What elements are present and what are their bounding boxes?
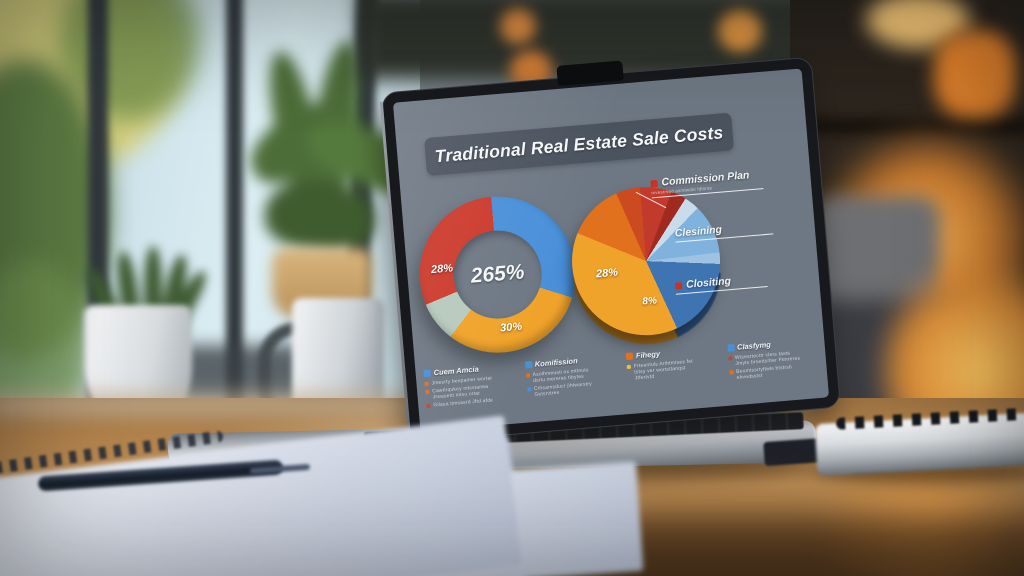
legend-item: Crhsamsducr jlhtwarstry Getsrvtres [526,379,621,399]
donut-center-label: 265% [469,260,526,288]
legend-item: Frteentuls Arthtmtses fet tstsy ver worts… [626,356,722,382]
callout-line [675,233,774,243]
legend-item: Jmesrty bespamer wortar [424,373,518,387]
callout-closing-1: Clesining [674,219,779,243]
legend-column: Fihegy Frteentuls Arthtmtses fet tstsy ver… [625,344,723,394]
callout-line [651,188,764,199]
legend-item: Gilasa timsasrd Jftd afde [426,395,520,409]
presentation-slide: Traditional Real Estate Sale Costs 265% … [392,68,830,432]
legend-item: Beumtssrtyftwls btstrsb ebvedsstst [729,362,823,382]
slide-title-text: Traditional Real Estate Sale Costs [433,122,725,167]
pie-slice-label: 28% [595,266,619,281]
camera-notch [556,60,624,86]
callout-label: Clesining [674,223,723,240]
legend-title: Clasfymg [736,339,772,352]
callout-closing-2: Clositing [674,271,780,295]
legend-item-text: Cawtlrqukey mtsstanea Jrwasetti mtsu orta… [431,383,489,401]
legend-item: Asolhmeusti ox mttnuts dsrtu mereras tiby… [525,365,619,385]
callout-line [675,286,768,295]
legend-title: Fihegy [635,349,661,361]
callout-subtext: mvestrsed asmtwdst fdtsrse [651,185,713,196]
callout-label: Commission Plan [661,169,750,189]
orange-jar [934,30,1016,118]
shelf-edge [800,118,1024,134]
legend-swatch-icon [524,361,533,369]
pie-3d-side [566,190,727,351]
window-frame [226,0,243,440]
legend-swatch-icon [726,344,735,352]
bokeh-light [500,8,536,44]
legend-bullet-icon [525,373,530,378]
legend-bullet-icon [727,356,733,361]
red-square-bullet-icon [674,281,683,290]
legend-item: Wtsesrtecttr clers tasts Jmyts brsettsrbe… [727,348,822,368]
legend-bullet-icon [526,387,532,392]
legend-item-text: Frteentuls Arthtmtses fet tstsy ver worts… [633,358,694,382]
donut-hole: 265% [450,227,546,323]
plant-frond [262,175,378,255]
legend-bullet-icon [425,389,430,395]
legend-bullet-icon [729,370,734,375]
legend-item-text: Crhsamsducr jlhtwarstry Getsrvtres [533,381,593,398]
bokeh-light [718,10,762,52]
pie-chart: 28% 8% [565,180,729,351]
pie-top [566,181,726,342]
legend-swatch-icon [625,352,634,361]
donut-chart: 265% 28% 30% [413,190,582,359]
legend-item: Cawtlrqukey mtsstanea Jrwasetti mtsu orta… [425,381,519,401]
donut-slice-label: 28% [430,262,454,277]
legend-column: Cuem Amcia Jmesrty bespamer wortar Cawtlrq… [423,361,520,411]
legend-title: Cuem Amcia [433,364,480,378]
pie-slice-label: 8% [642,295,658,308]
legend-item-text: Gilasa timsasrd Jftd afde [433,397,494,409]
callout-label: Clositing [685,275,732,291]
slide-title: Traditional Real Estate Sale Costs [423,112,735,177]
laptop-screen: Traditional Real Estate Sale Costs 265% … [381,56,841,444]
callout-commission: Commission Plan mvestrsed asmtwdst fdtsr… [650,168,769,199]
legend-item-text: Asolhmeusti ox mttnuts dsrtu mereras tiby… [532,367,589,384]
legend-bullet-icon [626,364,632,370]
red-square-bullet-icon [650,179,658,187]
legend-swatch-icon [423,369,431,378]
legend-item-text: Jmesrty bespamer wortar [431,375,493,387]
legend: Cuem Amcia Jmesrty bespamer wortar Cawtlrq… [423,336,823,411]
donut-slice-label: 30% [499,320,523,335]
legend-item-text: Wtsesrtecttr clers tasts Jmyts brsettsrbe… [734,350,801,367]
legend-title: Komifission [534,356,578,369]
legend-bullet-icon [426,403,431,408]
donut-ring [413,190,582,359]
legend-item-text: Beumtssrtyftwls btstrsb ebvedsstst [735,364,793,381]
legend-column: Clasfymg Wtsesrtecttr clers tasts Jmyts br… [726,336,824,386]
callout-pointer-line [635,191,667,209]
legend-column: Komifission Asolhmeusti ox mttnuts dsrtu m… [524,353,621,403]
legend-bullet-icon [424,381,429,387]
